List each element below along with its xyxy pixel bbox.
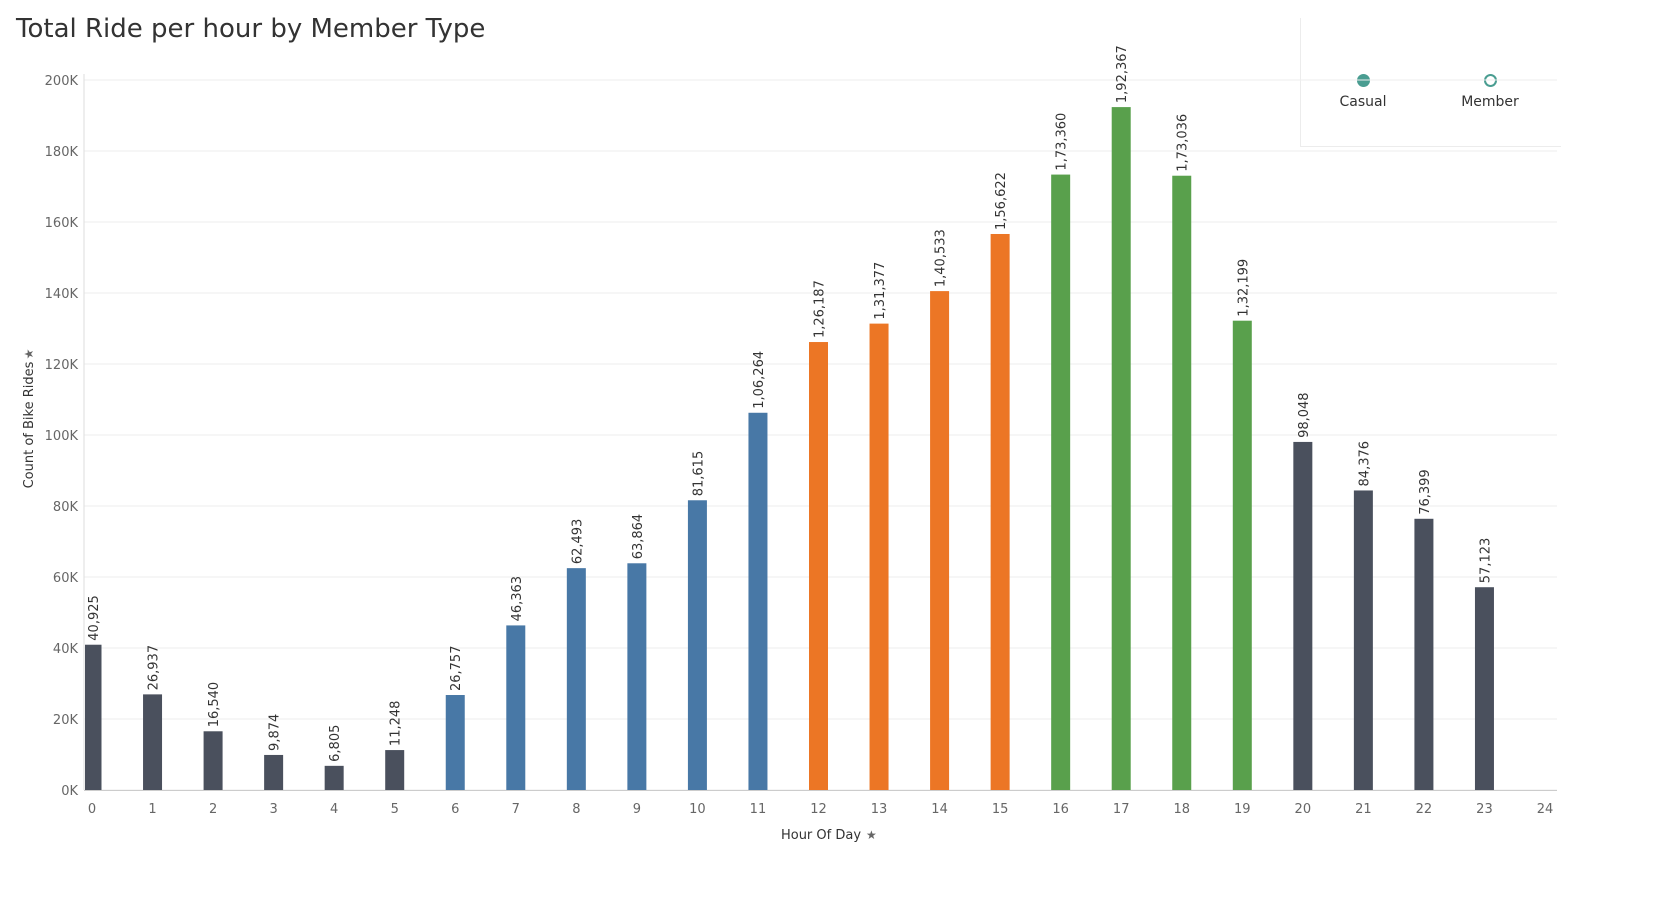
bar-data-label: 1,32,199 [1236,259,1251,317]
x-axis-pin-icon: ★ [866,828,877,842]
legend-label-member: Member [1461,94,1519,110]
x-tick-label: 19 [1234,802,1251,817]
x-tick-label: 17 [1113,802,1130,817]
x-tick-label: 2 [209,802,217,817]
bar-data-label: 1,31,377 [873,262,888,320]
bar-data-label: 62,493 [570,519,585,565]
y-tick-label: 0K [61,784,78,799]
y-tick-label: 80K [53,500,79,515]
x-tick-label: 22 [1416,802,1433,817]
x-tick-label: 7 [512,802,520,817]
bar-data-label: 1,92,367 [1115,45,1130,103]
bar-data-label: 11,248 [389,701,404,747]
legend-label-casual: Casual [1339,94,1387,110]
bar [566,568,586,790]
y-tick-label: 100K [45,429,79,444]
bar-data-label: 63,864 [631,514,646,560]
bar [748,412,768,790]
bar [1111,107,1131,790]
y-tick-label: 180K [45,145,79,160]
x-tick-label: 15 [992,802,1009,817]
bar-data-label: 84,376 [1357,441,1372,487]
bar [85,644,102,790]
y-tick-label: 20K [53,713,79,728]
y-tick-label: 40K [53,642,79,657]
x-tick-label: 0 [88,802,96,817]
bar-data-label: 26,757 [449,646,464,692]
bar-data-label: 81,615 [691,451,706,497]
x-tick-label: 4 [330,802,338,817]
x-tick-label: 9 [633,802,641,817]
bar [143,694,163,790]
bar-data-label: 46,363 [510,576,525,622]
bar [1172,175,1192,791]
bar [990,233,1010,791]
bar [264,754,284,790]
bar [1474,587,1494,790]
bar [1353,490,1373,790]
x-tick-label: 1 [148,802,156,817]
x-tick-label: 5 [391,802,399,817]
x-tick-label: 8 [572,802,580,817]
legend: Casual Member [1300,18,1561,147]
x-tick-label: 24 [1537,802,1554,817]
bar-data-label: 1,73,360 [1055,113,1070,171]
bar [1051,174,1071,790]
y-tick-label: 120K [45,358,79,373]
x-tick-label: 23 [1476,802,1493,817]
x-tick-label: 10 [689,802,706,817]
bar-data-label: 57,123 [1478,538,1493,584]
x-tick-label: 13 [871,802,888,817]
bar [1293,441,1313,790]
bar-data-label: 9,874 [268,714,283,751]
y-tick-label: 60K [53,571,79,586]
y-tick-label: 140K [45,287,79,302]
x-tick-label: 18 [1173,802,1190,817]
bar [385,750,405,790]
bar [687,500,707,790]
x-tick-label: 11 [750,802,767,817]
bar-data-label: 76,399 [1418,469,1433,515]
bar [203,731,223,790]
bar-data-label: 16,540 [207,682,222,728]
x-tick-label: 21 [1355,802,1372,817]
bar-data-label: 26,937 [147,645,162,691]
y-tick-label: 200K [45,74,79,89]
bar [627,563,647,790]
bar [809,342,828,790]
bar-data-label: 1,40,533 [934,229,949,287]
bar-data-label: 1,73,036 [1176,114,1191,172]
x-tick-label: 16 [1052,802,1069,817]
bar-data-label: 98,048 [1297,392,1312,438]
x-tick-label: 6 [451,802,459,817]
bar [445,695,465,790]
chart-title: Total Ride per hour by Member Type [16,14,486,44]
y-axis-pin-icon: ★ [22,349,36,360]
bar [324,765,344,790]
bar [869,323,889,790]
bar-data-label: 40,925 [87,595,102,641]
bar [930,291,950,790]
bar-data-label: 1,26,187 [813,280,828,338]
y-axis-title: Count of Bike Rides [22,361,37,488]
x-tick-label: 3 [269,802,277,817]
x-tick-label: 12 [810,802,827,817]
bar [1232,320,1252,790]
bar-data-label: 1,06,264 [752,351,767,409]
x-tick-label: 14 [931,802,948,817]
bar-data-label: 6,805 [328,725,343,762]
y-tick-label: 160K [45,216,79,231]
bar [506,625,526,790]
bar [1414,518,1434,790]
x-axis-title: Hour Of Day [781,828,861,843]
x-tick-label: 20 [1295,802,1312,817]
bar-data-label: 1,56,622 [994,172,1009,230]
